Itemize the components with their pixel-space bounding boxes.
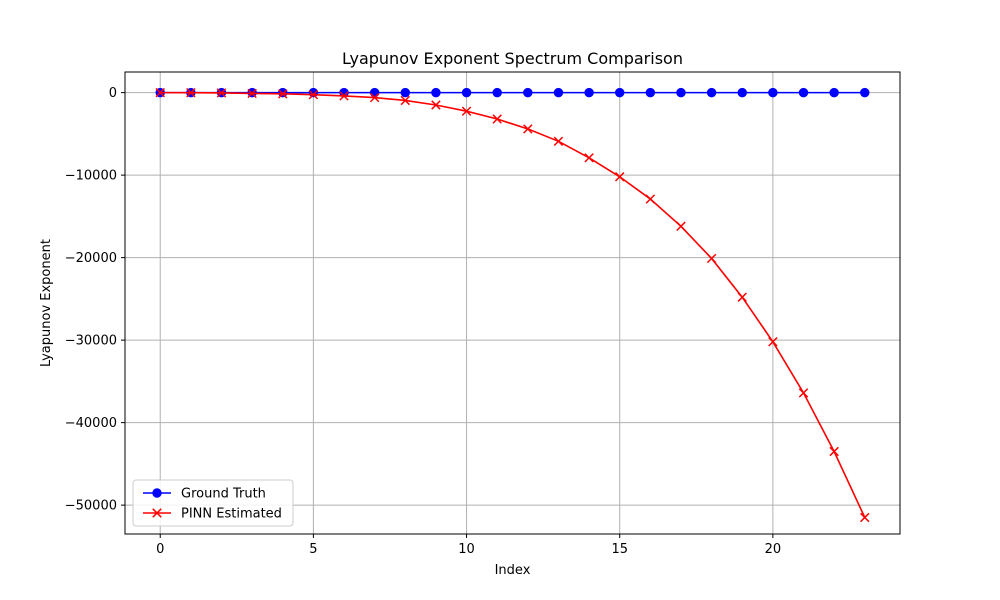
data-point	[461, 87, 472, 98]
data-point	[369, 92, 380, 103]
data-point	[278, 89, 288, 99]
data-point	[584, 153, 594, 163]
grid-lines	[125, 72, 900, 534]
data-point	[523, 87, 533, 98]
legend-marker	[152, 488, 162, 498]
data-point	[339, 91, 349, 101]
legend-label: PINN Estimated	[181, 507, 282, 522]
data-point	[737, 87, 747, 98]
plot-frame	[124, 71, 901, 535]
data-point	[614, 172, 625, 182]
data-point	[706, 87, 717, 98]
data-point	[431, 87, 441, 98]
data-point	[400, 95, 411, 106]
data-point	[645, 194, 656, 204]
data-point	[768, 87, 778, 98]
data-point	[615, 87, 625, 98]
y-tick-label: −10000	[65, 169, 117, 184]
y-axis-label: Lyapunov Exponent	[39, 239, 54, 367]
legend-box	[132, 479, 294, 527]
data-point	[278, 87, 288, 98]
x-tick-label: 10	[458, 542, 475, 557]
legend-item: Ground Truth	[143, 487, 266, 502]
data-point	[216, 88, 227, 98]
data-point	[737, 292, 747, 302]
y-tick-label: 0	[109, 86, 117, 101]
axis-ticks: 0 5 10 15 20 0 −10000 −20000 −30000 −40000 −50000	[65, 86, 781, 557]
data-point	[553, 87, 564, 98]
data-point	[860, 512, 870, 523]
legend-marker	[152, 508, 162, 518]
data-point	[400, 87, 410, 98]
x-tick-label: 0	[156, 542, 164, 557]
data-point	[829, 446, 839, 457]
chart-title: Lyapunov Exponent Spectrum Comparison	[342, 49, 683, 68]
data-point	[308, 89, 319, 100]
data-point	[155, 87, 165, 98]
series-layer	[155, 87, 870, 523]
data-point	[431, 100, 441, 110]
x-tick-label: 15	[611, 542, 628, 557]
data-point	[829, 87, 839, 98]
data-point	[798, 87, 809, 98]
data-point	[247, 88, 257, 99]
data-point	[676, 221, 686, 232]
y-tick-label: −50000	[65, 499, 117, 514]
data-point	[523, 124, 533, 134]
data-point	[706, 253, 717, 264]
series-1	[155, 87, 870, 523]
y-tick-label: −40000	[65, 416, 117, 431]
data-point	[798, 388, 809, 398]
x-tick-label: 5	[309, 542, 317, 557]
data-point	[461, 106, 472, 116]
series-line	[160, 91, 866, 518]
x-axis-label: Index	[495, 563, 531, 578]
data-point	[768, 337, 778, 347]
legend: Ground Truth PINN Estimated	[132, 479, 294, 527]
data-point	[860, 87, 870, 98]
data-point	[645, 87, 656, 98]
y-tick-label: −20000	[65, 251, 117, 266]
data-point	[676, 87, 686, 98]
data-point	[186, 87, 196, 98]
y-tick-label: −30000	[65, 334, 117, 349]
legend-label: Ground Truth	[181, 487, 266, 502]
legend-items: Ground Truth PINN Estimated	[143, 487, 282, 522]
x-tick-label: 20	[765, 542, 782, 557]
data-point	[492, 114, 502, 124]
data-point	[553, 136, 564, 147]
legend-item: PINN Estimated	[143, 507, 282, 522]
data-point	[584, 87, 594, 98]
data-point	[492, 87, 502, 98]
